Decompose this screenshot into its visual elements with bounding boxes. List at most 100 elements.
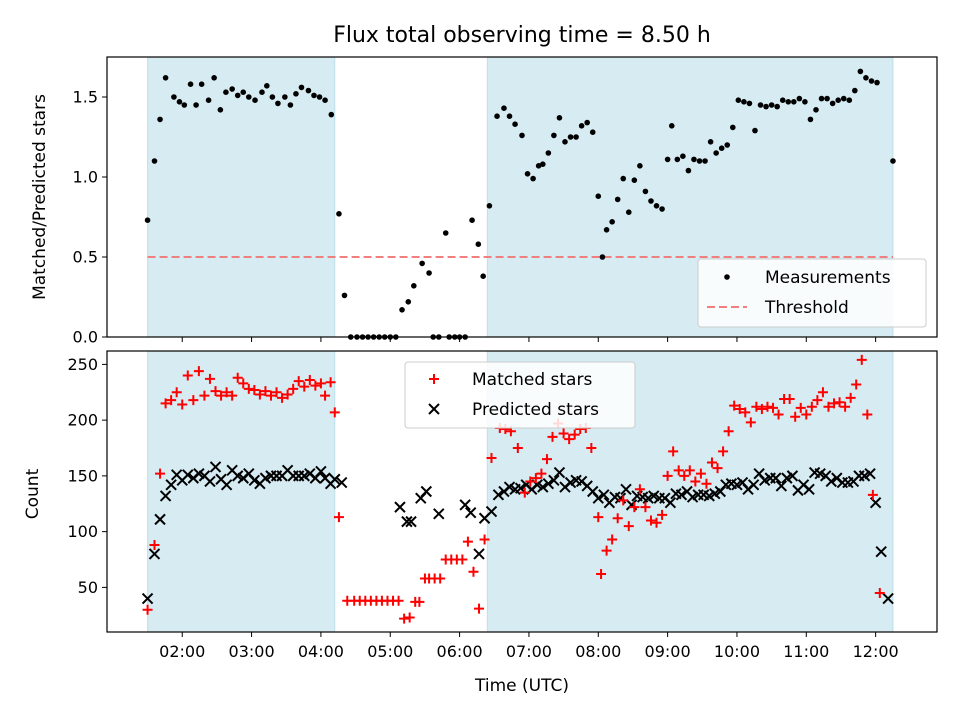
measurement-point: [625, 209, 632, 215]
matched-star-point: [751, 401, 762, 412]
measurement-point: [305, 87, 312, 94]
predicted-star-point: [148, 548, 161, 560]
measurement-point: [642, 188, 649, 195]
predicted-star-point: [485, 505, 498, 518]
predicted-star-point: [209, 461, 222, 473]
matched-star-point: [823, 401, 834, 412]
predicted-star-point: [154, 513, 166, 526]
measurement-point: [763, 103, 769, 110]
measurement-point: [785, 99, 792, 105]
matched-star-point: [468, 566, 479, 577]
matched-star-point: [271, 387, 282, 398]
bottom-xtick-label: 06:00: [437, 642, 483, 661]
top-ytick-label: 1.5: [73, 88, 98, 107]
bottom-legend-box: [404, 361, 636, 429]
measurement-point: [316, 94, 323, 100]
matched-star-point: [593, 512, 604, 523]
predicted-star-point: [329, 473, 341, 485]
matched-star-point: [193, 366, 204, 377]
predicted-star-point: [459, 499, 471, 511]
matched-star-point: [817, 387, 828, 398]
predicted-star-point: [825, 475, 837, 488]
measurement-point: [768, 102, 775, 108]
measurement-point: [707, 139, 714, 145]
predicted-star-point: [747, 479, 760, 491]
measurement-point: [328, 111, 335, 118]
measurement-point: [674, 156, 681, 163]
measurement-point: [211, 75, 217, 81]
predicted-star-point: [875, 546, 887, 558]
matched-star-point: [629, 502, 640, 513]
measurement-point: [217, 107, 224, 113]
measurement-point: [729, 124, 736, 131]
matched-star-point: [414, 596, 425, 607]
measurement-point: [718, 145, 725, 151]
measurement-point: [187, 81, 194, 87]
measurement-point: [442, 230, 449, 236]
matched-star-point: [282, 389, 293, 400]
measurement-point: [852, 87, 858, 94]
matched-star-point: [142, 604, 153, 615]
matched-star-point: [795, 402, 806, 413]
measurement-point: [176, 99, 183, 105]
measurement-point: [835, 97, 841, 103]
measurement-point: [545, 150, 552, 156]
measurement-point: [578, 123, 585, 129]
measurement-point: [275, 100, 281, 107]
matched-star-point: [586, 443, 597, 454]
matched-star-point: [734, 403, 745, 414]
matched-star-point: [462, 536, 473, 547]
matched-star-point: [457, 554, 468, 565]
measurement-point: [259, 89, 265, 95]
measurement-point: [506, 113, 513, 119]
measurement-point: [223, 89, 229, 95]
bottom-xtick-label: 12:00: [853, 642, 899, 661]
bottom-xtick-label: 08:00: [575, 642, 621, 661]
legend-measurements-label: Measurements: [765, 268, 891, 288]
measurement-point: [746, 100, 753, 107]
matched-star-point: [768, 402, 779, 413]
legend-matched-marker: [429, 374, 439, 384]
measurement-point: [282, 94, 288, 100]
matched-star-point: [227, 390, 238, 401]
predicted-star-point: [336, 476, 348, 489]
predicted-star-point: [165, 479, 177, 491]
matched-star-point: [706, 457, 717, 468]
measurement-point: [287, 102, 294, 108]
matched-star-point: [695, 468, 706, 479]
predicted-star-point: [204, 475, 216, 488]
bottom-ytick-label: 200: [67, 411, 98, 430]
matched-star-point: [221, 387, 232, 398]
measurement-point: [205, 97, 212, 103]
measurement-point: [824, 95, 830, 102]
top-legend-box: [697, 258, 927, 328]
measurement-point: [664, 156, 671, 163]
bottom-xlabel: Time (UTC): [474, 676, 569, 696]
measurement-point: [411, 283, 417, 289]
matched-star-point: [329, 407, 340, 418]
predicted-star-point: [405, 515, 417, 528]
matched-star-point: [834, 397, 845, 408]
bottom-ytick-label: 50: [78, 578, 98, 597]
measurement-point: [614, 196, 621, 203]
measurement-point: [829, 100, 836, 107]
matched-star-point: [829, 398, 840, 409]
measurement-point: [519, 132, 525, 139]
matched-star-point: [634, 484, 645, 495]
predicted-star-point: [775, 480, 788, 492]
measurement-point: [741, 99, 747, 105]
predicted-star-point: [473, 548, 485, 560]
matched-star-point: [874, 587, 885, 598]
measurement-point: [713, 150, 719, 156]
matched-star-point: [199, 390, 210, 401]
measurement-point: [157, 116, 163, 123]
measurement-point: [846, 97, 853, 103]
measurement-point: [631, 177, 638, 183]
matched-star-point: [840, 401, 851, 412]
matched-star-point: [806, 401, 817, 412]
predicted-star-point: [620, 483, 632, 495]
matched-star-point: [668, 446, 679, 457]
matched-star-point: [723, 426, 734, 437]
measurement-point: [501, 105, 507, 111]
matched-star-point: [618, 495, 629, 506]
